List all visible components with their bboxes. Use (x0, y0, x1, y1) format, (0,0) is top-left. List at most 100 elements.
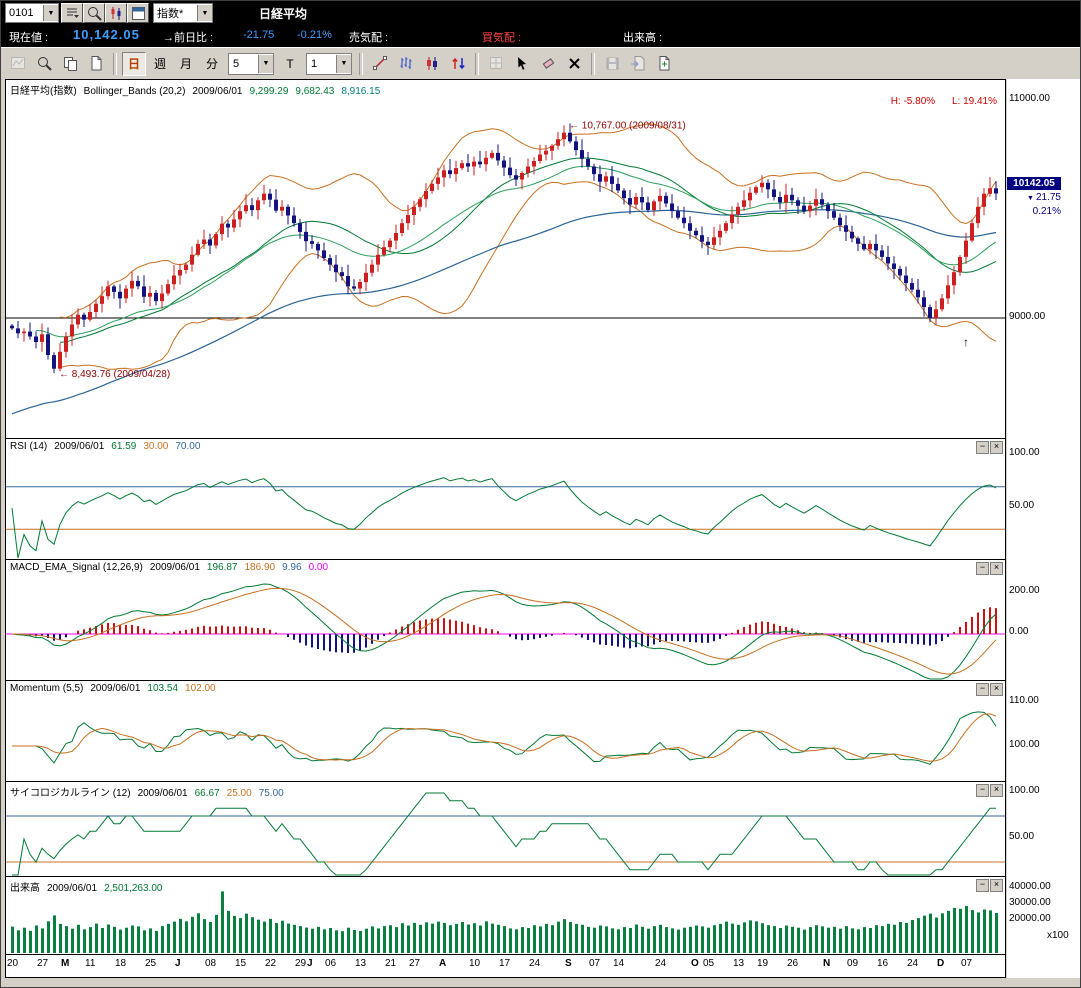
header-part: 61.59 (111, 441, 137, 452)
symbol-code-value: 0101 (9, 7, 34, 19)
market-select-value: 指数* (157, 8, 184, 20)
header-part: Bollinger_Bands (20,2) (83, 86, 186, 97)
rsi-chart-svg (6, 477, 1005, 559)
header-part: サイコロジカルライン (12) (10, 788, 131, 799)
x-axis-label: 14 (613, 958, 625, 969)
toolbar-separator (113, 52, 117, 75)
chevron-down-icon[interactable]: ▼ (197, 5, 212, 21)
macd-chart-svg (6, 583, 1005, 680)
x-axis-label: 13 (733, 958, 745, 969)
market-select-combo[interactable]: 指数* ▼ (153, 3, 213, 23)
header-part: 出来高 (10, 883, 40, 894)
panel-close-button[interactable]: × (990, 683, 1003, 696)
header-part: RSI (14) (10, 441, 48, 452)
panel-close-button[interactable]: × (990, 879, 1003, 892)
pointer-icon[interactable] (510, 52, 534, 76)
chevron-down-icon[interactable]: ▼ (336, 54, 351, 73)
eraser-icon[interactable] (536, 52, 560, 76)
delete-icon[interactable] (562, 52, 586, 76)
bid-label: 買気配 : (482, 32, 522, 44)
period-week-button[interactable]: 週 (153, 57, 166, 71)
current-price-label: 現在値 : (9, 32, 49, 44)
period-month-button[interactable]: 月 (179, 57, 192, 71)
export-icon[interactable] (626, 52, 650, 76)
symbol-bar: 0101 ▼ 指数* ▼ 日経平均 (1, 1, 1080, 23)
x-axis-label: 27 (37, 958, 49, 969)
period-day-button[interactable]: 日 (122, 51, 146, 76)
text-tool-button[interactable]: T (286, 56, 294, 71)
x-axis-label: 27 (409, 958, 421, 969)
new-page-icon[interactable] (652, 52, 676, 76)
save-icon[interactable] (600, 52, 624, 76)
header-part: 2009/06/01 (54, 441, 105, 452)
x-axis-label: 13 (355, 958, 367, 969)
panel-header-main: 日経平均(指数) Bollinger_Bands (20,2) 2009/06/01… (10, 82, 387, 97)
x-axis: 20 27 M 11 18 25 J 08 15 22 29 J 06 13 21 27 A 10 17 24 S 07 1… (6, 954, 1005, 977)
grid-icon[interactable] (484, 52, 508, 76)
pan-icon[interactable] (6, 52, 30, 76)
header-part: 75.00 (258, 788, 284, 799)
symbol-code-combo[interactable]: 0101 ▼ (5, 3, 59, 23)
axis-label: 100.00 (1009, 785, 1040, 796)
chevron-down-icon[interactable]: ▼ (43, 5, 58, 21)
panel-minimize-button[interactable]: − (976, 441, 989, 454)
panel-macd: MACD_EMA_Signal (12,26,9) 2009/06/01 196.8… (6, 559, 1005, 681)
header-part: 186.90 (244, 562, 276, 573)
axis-label: 50.00 (1009, 500, 1035, 511)
trendline-tool-icon[interactable] (368, 52, 392, 76)
axis-label: 100.00 (1009, 739, 1040, 750)
x-axis-label: 05 (703, 958, 715, 969)
updown-arrows-icon[interactable] (446, 52, 470, 76)
x-axis-label: 24 (907, 958, 919, 969)
x-axis-label: 21 (385, 958, 397, 969)
header-part: 196.87 (206, 562, 238, 573)
minute-combo[interactable]: 5 ▼ (228, 52, 274, 75)
header-part: 2009/06/01 (137, 788, 188, 799)
minute-combo-value: 5 (233, 57, 240, 70)
x-axis-label: 08 (205, 958, 217, 969)
header-part: MACD_EMA_Signal (12,26,9) (10, 562, 143, 573)
axis-label: 11000.00 (1009, 93, 1050, 104)
x-axis-label: 25 (145, 958, 157, 969)
zoom-icon[interactable] (32, 52, 56, 76)
panel-close-button[interactable]: × (990, 562, 1003, 575)
panel-rsi: RSI (14) 2009/06/01 61.59 30.00 70.00 − × (6, 438, 1005, 560)
header-part: 9,299.29 (249, 86, 289, 97)
axis-label: 9000.00 (1009, 311, 1046, 322)
symbol-list-button[interactable] (61, 3, 83, 23)
panel-close-button[interactable]: × (990, 784, 1003, 797)
chart-settings-button[interactable] (105, 3, 127, 23)
period-minute-button[interactable]: 分 (205, 57, 218, 71)
page-icon[interactable] (84, 52, 108, 76)
x-axis-label: 24 (529, 958, 541, 969)
symbol-search-button[interactable] (83, 3, 105, 23)
current-price-value: 10,142.05 (73, 27, 140, 42)
x-axis-label: A (439, 958, 447, 969)
header-part: 2009/06/01 (192, 86, 243, 97)
x-axis-label: 24 (655, 958, 667, 969)
panel-minimize-button[interactable]: − (976, 784, 989, 797)
layout-button[interactable] (127, 3, 149, 23)
panel-close-button[interactable]: × (990, 441, 1003, 454)
chevron-down-icon[interactable]: ▼ (258, 54, 273, 73)
x-axis-label: 22 (265, 958, 277, 969)
copy-icon[interactable] (58, 52, 82, 76)
header-part: 25.00 (226, 788, 252, 799)
axis-label: 30000.00 (1009, 897, 1051, 908)
axis-label: 100.00 (1009, 447, 1040, 458)
x-axis-label: O (691, 958, 699, 969)
candle-chart-icon[interactable] (420, 52, 444, 76)
volume-chart-svg (11, 891, 998, 953)
panel-window-buttons: − × (975, 879, 1003, 892)
bar-chart-icon[interactable] (394, 52, 418, 76)
panel-minimize-button[interactable]: − (976, 879, 989, 892)
header-part: 2,501,263.00 (104, 883, 163, 894)
panel-minimize-button[interactable]: − (976, 683, 989, 696)
count-combo[interactable]: 1 ▼ (306, 52, 352, 75)
panel-minimize-button[interactable]: − (976, 562, 989, 575)
x-axis-label: 26 (787, 958, 799, 969)
up-arrow-marker: ↑ (963, 335, 969, 349)
x-axis-label: 07 (589, 958, 601, 969)
panel-window-buttons: − × (975, 683, 1003, 696)
